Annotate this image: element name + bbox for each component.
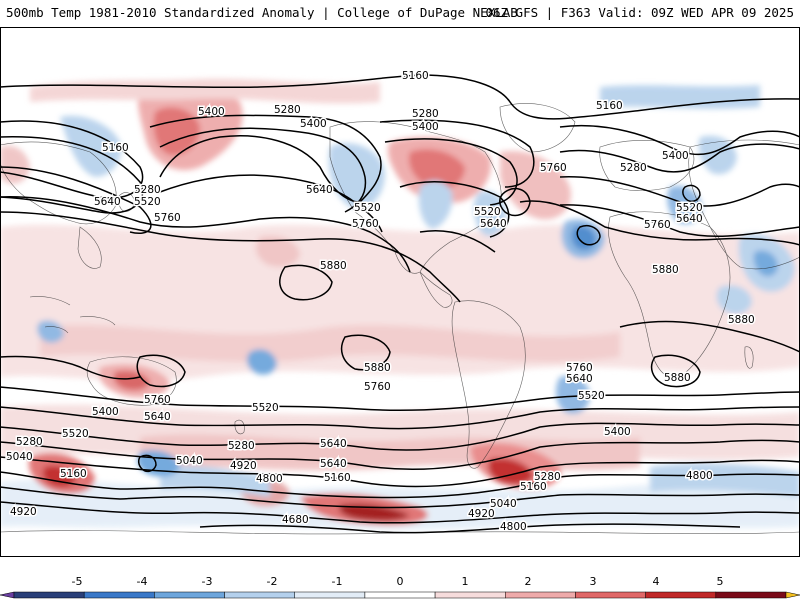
contour-label: 5400 xyxy=(198,106,225,118)
colorbar-tick-label: -4 xyxy=(137,575,148,588)
colorbar-swatch xyxy=(505,591,576,599)
colorbar-swatch xyxy=(294,591,366,599)
colorbar-tick-label: 4 xyxy=(653,575,660,588)
contour-label: 5400 xyxy=(92,406,119,418)
colorbar-swatch xyxy=(13,591,85,599)
contour-label: 4800 xyxy=(500,521,527,533)
colorbar: -5 -4 -3 -2 -1 0 1 2 3 4 5 xyxy=(0,570,800,600)
contour-label: 5160 xyxy=(520,481,547,493)
colorbar-tick-label: 2 xyxy=(525,575,532,588)
colorbar-swatch xyxy=(715,591,787,599)
colorbar-ticks: -5 -4 -3 -2 -1 0 1 2 3 4 5 xyxy=(72,575,724,588)
contour-label: 5520 xyxy=(134,196,161,208)
contour-label: 5040 xyxy=(490,498,517,510)
colorbar-swatches xyxy=(0,591,800,599)
contour-label: 5520 xyxy=(252,402,279,414)
colorbar-swatch xyxy=(224,591,295,599)
contour-label: 5520 xyxy=(578,390,605,402)
colorbar-swatch xyxy=(364,591,436,599)
colorbar-swatch xyxy=(83,591,155,599)
contour-label: 5880 xyxy=(664,372,691,384)
colorbar-extend-high xyxy=(785,591,800,599)
contour-label: 5400 xyxy=(300,118,327,130)
anomaly-shading xyxy=(0,78,800,530)
colorbar-tick-label: 0 xyxy=(397,575,404,588)
contour-label: 5880 xyxy=(320,260,347,272)
contour-label: 5280 xyxy=(620,162,647,174)
model-valid-time: 06Z GFS | F363 Valid: 09Z WED APR 09 202… xyxy=(485,5,794,20)
contour-label: 5400 xyxy=(662,150,689,162)
height-contours xyxy=(0,74,800,534)
contour-label: 5640 xyxy=(480,218,507,230)
contour-label: 5280 xyxy=(534,471,561,483)
colorbar-swatch xyxy=(154,591,225,599)
contour-label: 5400 xyxy=(412,121,439,133)
contour-label: 5760 xyxy=(644,219,671,231)
colorbar-tick-label: 5 xyxy=(717,575,724,588)
contour-label: 5760 xyxy=(352,218,379,230)
contour-label: 5160 xyxy=(102,142,129,154)
contour-label: 5880 xyxy=(652,264,679,276)
anomaly-map: 5160 5400 5280 5400 5280 5400 5160 5160 … xyxy=(0,27,800,557)
contour-label: 5520 xyxy=(62,428,89,440)
contour-label: 5640 xyxy=(676,213,703,225)
contour-label: 5160 xyxy=(596,100,623,112)
colorbar-tick-label: -2 xyxy=(267,575,278,588)
contour-label: 5880 xyxy=(728,314,755,326)
contour-label: 5160 xyxy=(402,70,429,82)
colorbar-tick-label: -5 xyxy=(72,575,83,588)
map-title: 500mb Temp 1981-2010 Standardized Anomal… xyxy=(6,5,518,20)
contour-label: 5520 xyxy=(676,202,703,214)
contour-label: 5640 xyxy=(306,184,333,196)
colorbar-tick-label: -3 xyxy=(202,575,213,588)
colorbar-swatch xyxy=(434,591,506,599)
contour-labels: 5160 5400 5280 5400 5280 5400 5160 5160 … xyxy=(5,69,757,535)
contour-label: 4680 xyxy=(282,514,309,526)
contour-label: 5280 xyxy=(274,104,301,116)
contour-label: 5160 xyxy=(324,472,351,484)
contour-label: 5040 xyxy=(176,455,203,467)
contour-label: 5520 xyxy=(354,202,381,214)
contour-label: 5760 xyxy=(144,394,171,406)
contour-label: 4920 xyxy=(10,506,37,518)
contour-label: 5040 xyxy=(6,451,33,463)
contour-label: 5280 xyxy=(16,436,43,448)
colorbar-tick-label: 3 xyxy=(590,575,597,588)
contour-label: 5760 xyxy=(566,362,593,374)
contour-label: 4920 xyxy=(230,460,257,472)
colorbar-extend-low xyxy=(0,591,15,599)
contour-label: 5280 xyxy=(134,184,161,196)
contour-label: 5280 xyxy=(228,440,255,452)
contour-label: 5640 xyxy=(566,373,593,385)
colorbar-swatch xyxy=(575,591,646,599)
contour-label: 4800 xyxy=(686,470,713,482)
contour-label: 5520 xyxy=(474,206,501,218)
contour-label: 5160 xyxy=(60,468,87,480)
contour-label: 5280 xyxy=(412,108,439,120)
contour-label: 5640 xyxy=(94,196,121,208)
contour-label: 5640 xyxy=(320,458,347,470)
contour-label: 4800 xyxy=(256,473,283,485)
contour-label: 4920 xyxy=(468,508,495,520)
colorbar-tick-label: -1 xyxy=(332,575,343,588)
contour-label: 5400 xyxy=(604,426,631,438)
colorbar-swatch xyxy=(645,591,717,599)
map-canvas: 5160 5400 5280 5400 5280 5400 5160 5160 … xyxy=(0,27,800,557)
colorbar-canvas: -5 -4 -3 -2 -1 0 1 2 3 4 5 xyxy=(0,575,800,599)
contour-label: 5760 xyxy=(540,162,567,174)
contour-label: 5760 xyxy=(154,212,181,224)
contour-label: 5880 xyxy=(364,362,391,374)
contour-label: 5760 xyxy=(364,381,391,393)
contour-label: 5640 xyxy=(144,411,171,423)
colorbar-tick-label: 1 xyxy=(462,575,469,588)
contour-label: 5640 xyxy=(320,438,347,450)
